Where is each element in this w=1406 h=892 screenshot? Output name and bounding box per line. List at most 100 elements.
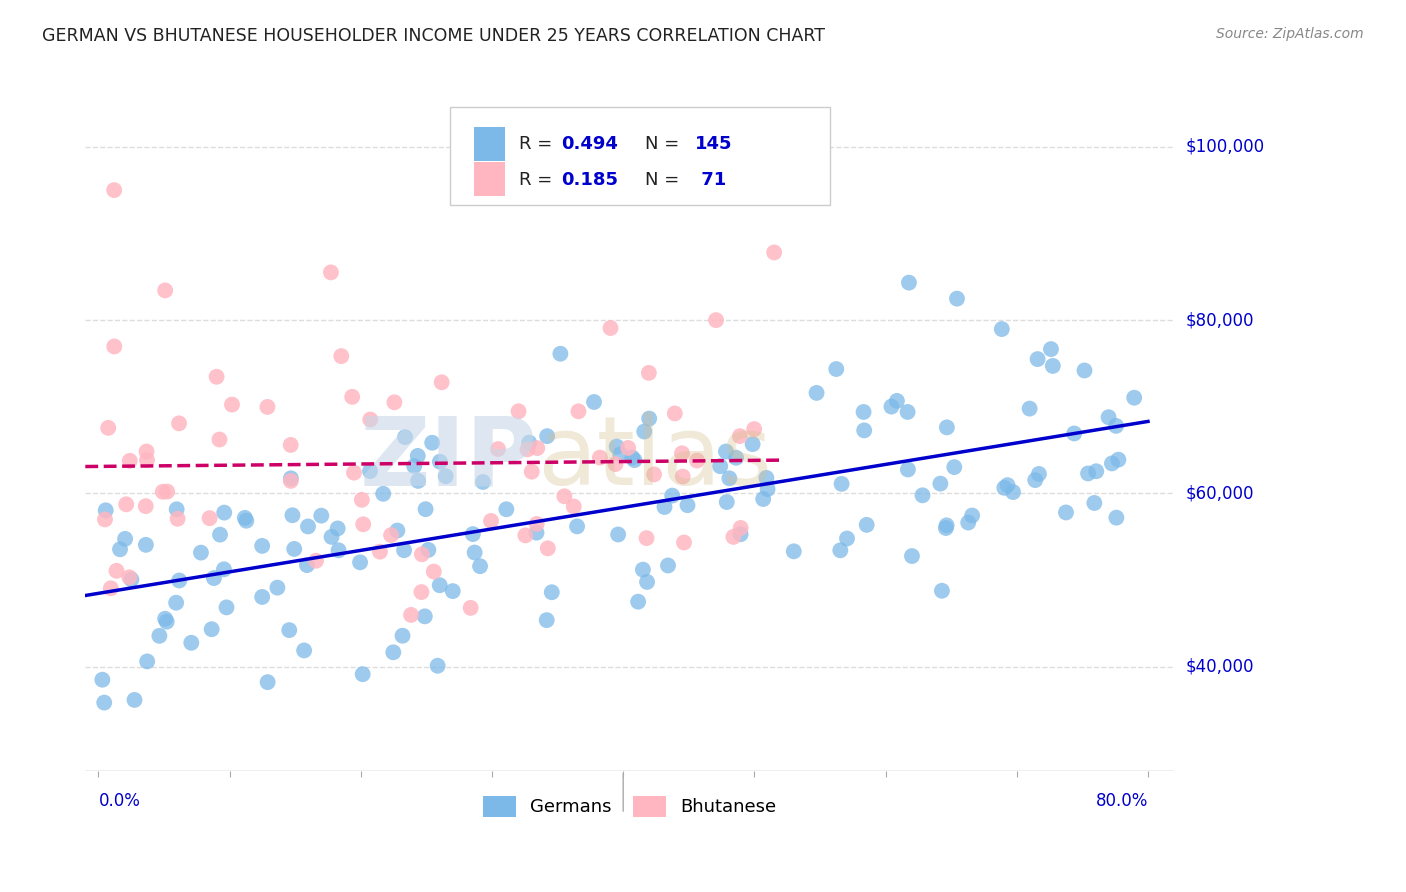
- Germans: [1105, 510, 1128, 524]
- Germans: [957, 516, 980, 530]
- Bhutanese: [643, 467, 665, 482]
- Germans: [946, 292, 969, 306]
- Germans: [114, 532, 136, 546]
- Germans: [901, 549, 924, 563]
- Germans: [1018, 401, 1040, 416]
- Germans: [1085, 464, 1108, 478]
- Bhutanese: [460, 600, 482, 615]
- Germans: [661, 489, 683, 503]
- Germans: [623, 453, 645, 467]
- Bhutanese: [399, 607, 422, 622]
- Germans: [1123, 391, 1146, 405]
- Germans: [426, 658, 449, 673]
- Germans: [392, 543, 415, 558]
- Bhutanese: [673, 535, 696, 549]
- Germans: [212, 506, 235, 520]
- Germans: [897, 276, 920, 290]
- Germans: [991, 322, 1014, 336]
- Germans: [1073, 363, 1095, 377]
- Bhutanese: [135, 444, 157, 458]
- Germans: [328, 543, 350, 558]
- Bhutanese: [359, 412, 381, 426]
- Germans: [565, 519, 588, 533]
- Bhutanese: [343, 466, 366, 480]
- Germans: [359, 464, 381, 478]
- Germans: [180, 636, 202, 650]
- Text: Source: ZipAtlas.com: Source: ZipAtlas.com: [1216, 27, 1364, 41]
- Bhutanese: [516, 442, 538, 457]
- Germans: [1024, 473, 1046, 487]
- Bhutanese: [118, 570, 141, 584]
- Germans: [886, 393, 908, 408]
- Germans: [1063, 426, 1085, 441]
- Bhutanese: [671, 446, 693, 460]
- Germans: [935, 521, 957, 535]
- Bhutanese: [430, 376, 453, 390]
- Bhutanese: [97, 421, 120, 435]
- Germans: [638, 411, 661, 425]
- Germans: [931, 583, 953, 598]
- Bhutanese: [152, 484, 174, 499]
- Bhutanese: [520, 465, 543, 479]
- Germans: [609, 447, 631, 461]
- Bhutanese: [637, 366, 659, 380]
- Bhutanese: [208, 433, 231, 447]
- Text: GERMAN VS BHUTANESE HOUSEHOLDER INCOME UNDER 25 YEARS CORRELATION CHART: GERMAN VS BHUTANESE HOUSEHOLDER INCOME U…: [42, 27, 825, 45]
- Germans: [420, 435, 443, 450]
- Germans: [997, 478, 1019, 492]
- Germans: [1028, 467, 1050, 481]
- Germans: [1042, 359, 1064, 373]
- Bhutanese: [526, 516, 548, 531]
- Germans: [960, 508, 983, 523]
- Bhutanese: [280, 474, 302, 488]
- Germans: [413, 609, 436, 624]
- Germans: [526, 525, 548, 540]
- Bhutanese: [567, 404, 589, 418]
- Germans: [311, 508, 333, 523]
- Germans: [897, 405, 920, 419]
- Germans: [1054, 505, 1077, 519]
- Germans: [212, 562, 235, 576]
- Germans: [897, 462, 920, 476]
- Germans: [831, 476, 853, 491]
- Bhutanese: [221, 398, 243, 412]
- Germans: [1105, 418, 1128, 433]
- Bhutanese: [352, 517, 374, 532]
- Germans: [406, 449, 429, 463]
- Bhutanese: [167, 417, 190, 431]
- Germans: [730, 527, 752, 541]
- Bhutanese: [166, 512, 188, 526]
- Germans: [741, 437, 763, 451]
- Germans: [1026, 352, 1049, 367]
- Germans: [550, 347, 572, 361]
- Bhutanese: [411, 585, 433, 599]
- Bhutanese: [537, 541, 560, 556]
- Germans: [583, 395, 606, 409]
- Germans: [464, 545, 486, 559]
- Bhutanese: [686, 453, 709, 467]
- Germans: [855, 517, 877, 532]
- Text: $100,000: $100,000: [1185, 137, 1264, 156]
- Germans: [156, 615, 179, 629]
- Germans: [636, 574, 658, 589]
- Bhutanese: [728, 429, 751, 443]
- Germans: [153, 612, 176, 626]
- Bhutanese: [589, 450, 612, 465]
- Text: N =: N =: [645, 135, 685, 153]
- Germans: [517, 435, 540, 450]
- Germans: [1002, 485, 1025, 500]
- Germans: [929, 476, 952, 491]
- Bhutanese: [118, 454, 141, 468]
- Germans: [1077, 467, 1099, 481]
- Germans: [606, 440, 628, 454]
- Germans: [495, 502, 517, 516]
- Bhutanese: [672, 469, 695, 483]
- Germans: [536, 429, 558, 443]
- Germans: [297, 519, 319, 533]
- Germans: [725, 450, 748, 465]
- Germans: [756, 482, 779, 496]
- Germans: [202, 571, 225, 585]
- Bhutanese: [380, 528, 402, 542]
- Text: R =: R =: [519, 135, 558, 153]
- Germans: [993, 481, 1015, 495]
